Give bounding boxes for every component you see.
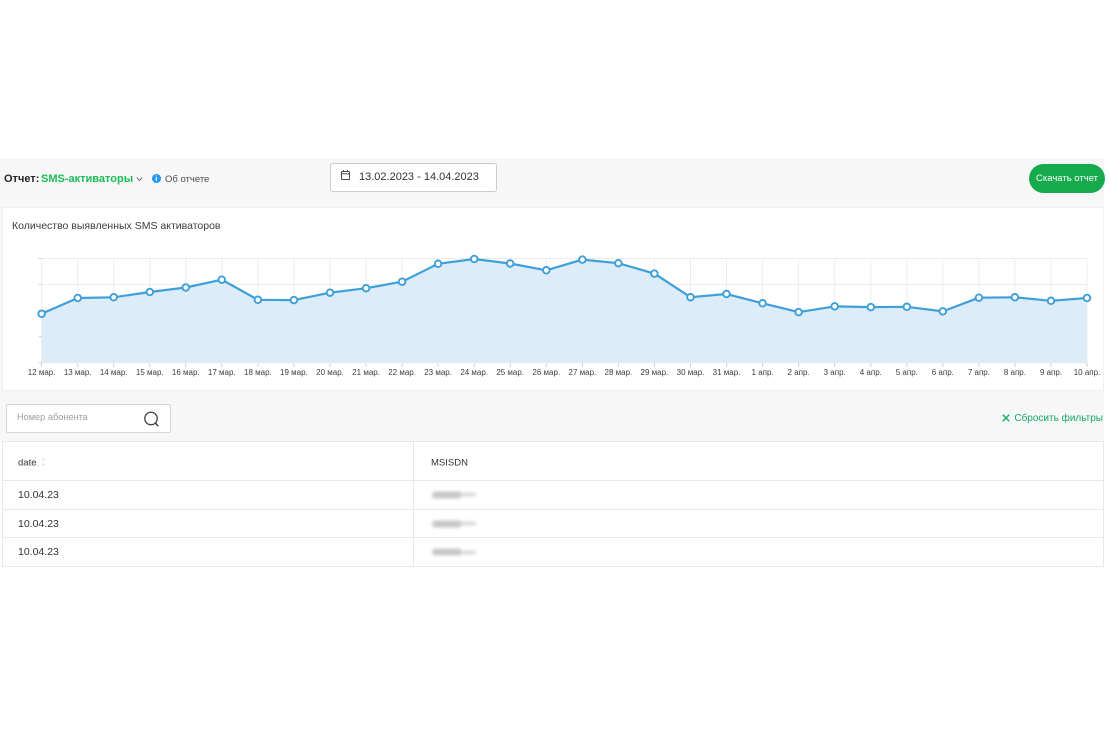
svg-text:17 мар.: 17 мар.: [208, 368, 236, 377]
svg-text:22 мар.: 22 мар.: [388, 368, 416, 377]
svg-text:6 апр.: 6 апр.: [932, 368, 954, 377]
svg-text:27 мар.: 27 мар.: [569, 368, 597, 377]
svg-text:5 апр.: 5 апр.: [896, 368, 918, 377]
svg-text:23 мар.: 23 мар.: [424, 368, 452, 377]
svg-text:3 апр.: 3 апр.: [824, 368, 846, 377]
svg-text:28 мар.: 28 мар.: [605, 368, 633, 377]
svg-text:8 апр.: 8 апр.: [1004, 368, 1026, 377]
svg-text:29 мар.: 29 мар.: [641, 368, 669, 377]
svg-text:12 мар.: 12 мар.: [28, 368, 56, 377]
svg-text:25 мар.: 25 мар.: [496, 368, 524, 377]
svg-text:18 мар.: 18 мар.: [244, 368, 272, 377]
svg-text:24 мар.: 24 мар.: [460, 368, 488, 377]
svg-text:4 апр.: 4 апр.: [860, 368, 882, 377]
svg-text:9 апр.: 9 апр.: [1040, 368, 1062, 377]
svg-text:13 мар.: 13 мар.: [64, 368, 92, 377]
svg-text:26 мар.: 26 мар.: [532, 368, 560, 377]
svg-text:19 мар.: 19 мар.: [280, 368, 308, 377]
svg-text:14 мар.: 14 мар.: [100, 368, 128, 377]
svg-text:7 апр.: 7 апр.: [968, 368, 990, 377]
svg-text:21 мар.: 21 мар.: [352, 368, 380, 377]
svg-text:1 апр.: 1 апр.: [752, 368, 774, 377]
svg-text:10 апр.: 10 апр.: [1074, 368, 1101, 377]
svg-text:16 мар.: 16 мар.: [172, 368, 200, 377]
svg-text:20 мар.: 20 мар.: [316, 368, 344, 377]
svg-text:2 апр.: 2 апр.: [788, 368, 810, 377]
svg-text:15 мар.: 15 мар.: [136, 368, 164, 377]
svg-text:31 мар.: 31 мар.: [713, 368, 741, 377]
svg-text:30 мар.: 30 мар.: [677, 368, 705, 377]
